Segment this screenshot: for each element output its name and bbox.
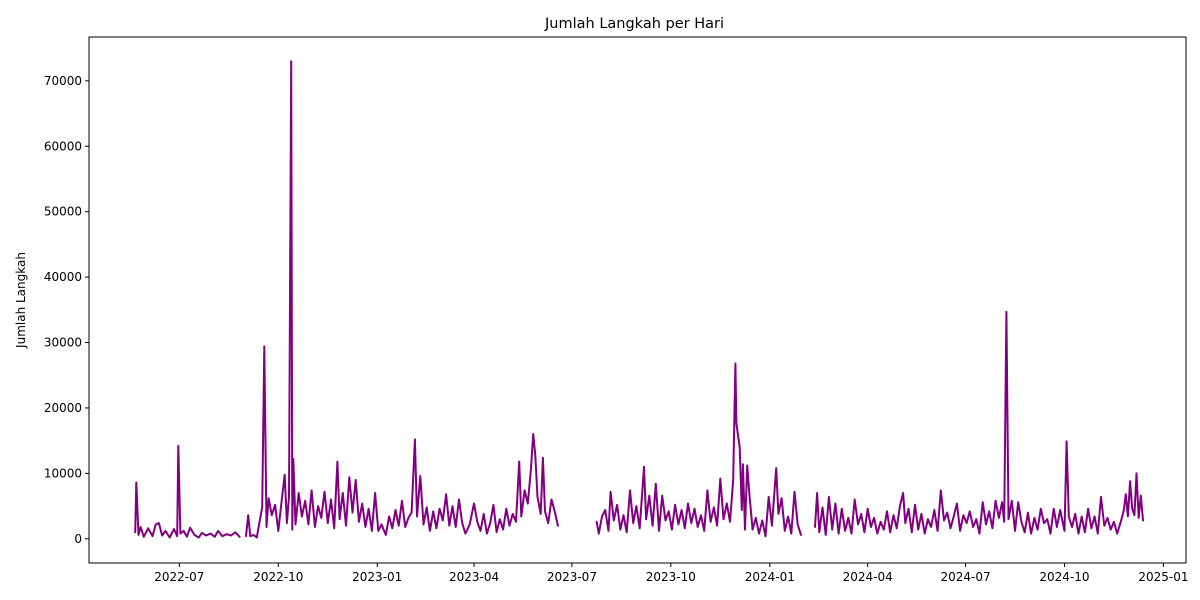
y-tick-label: 70000 [44, 74, 82, 88]
x-tick-label: 2023-04 [449, 570, 499, 584]
y-axis-label: Jumlah Langkah [14, 252, 28, 349]
chart-title: Jumlah Langkah per Hari [544, 16, 724, 32]
x-axis: 2022-07 2022-10 2023-01 2023-04 2023-07 2023-… [154, 563, 1188, 584]
x-tick-label: 2025-01 [1138, 570, 1188, 584]
series-line-segment [595, 362, 802, 538]
y-tick-label: 50000 [44, 205, 82, 219]
x-tick-label: 2023-07 [547, 570, 597, 584]
series-line-segment [245, 60, 559, 539]
x-tick-label: 2024-01 [745, 570, 795, 584]
y-tick-label: 60000 [44, 139, 82, 153]
y-tick-label: 30000 [44, 336, 82, 350]
series-line-segment [814, 310, 1144, 536]
y-axis: 0 10000 20000 30000 40000 50000 60000 70000 [44, 74, 89, 546]
x-tick-label: 2023-10 [646, 570, 696, 584]
x-tick-label: 2024-04 [843, 570, 893, 584]
x-tick-label: 2022-10 [253, 570, 303, 584]
x-tick-label: 2024-07 [940, 570, 990, 584]
y-tick-label: 20000 [44, 401, 82, 415]
y-tick-label: 0 [74, 532, 82, 546]
y-tick-label: 40000 [44, 270, 82, 284]
series-line-segment [134, 444, 241, 539]
x-tick-label: 2023-01 [352, 570, 402, 584]
plot-frame [88, 36, 1187, 564]
y-tick-label: 10000 [44, 466, 82, 480]
x-tick-label: 2022-07 [154, 570, 204, 584]
x-tick-label: 2024-10 [1039, 570, 1089, 584]
series-layer [134, 60, 1144, 539]
